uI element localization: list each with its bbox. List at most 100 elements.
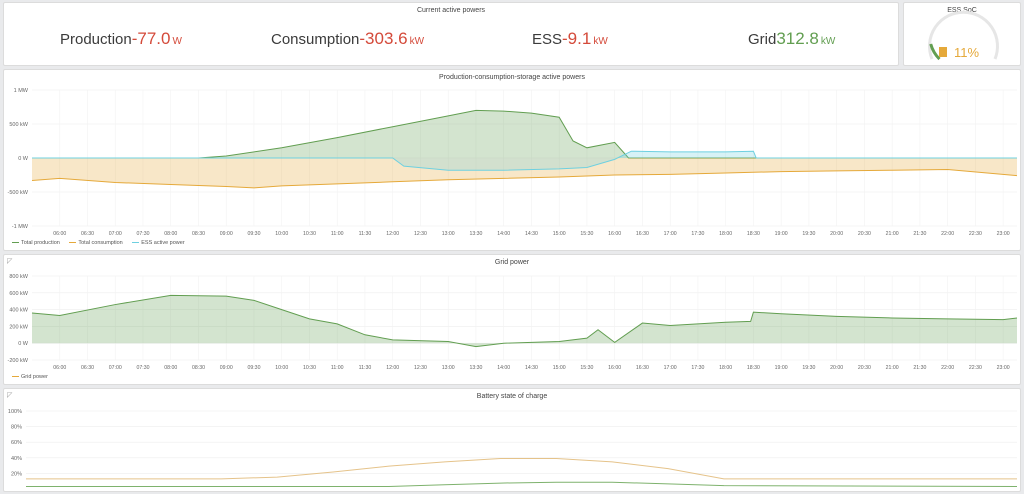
x-tick-label: 07:00 bbox=[109, 365, 122, 371]
grid-value: 312.8 bbox=[776, 29, 819, 48]
x-tick-label: 07:00 bbox=[109, 231, 122, 237]
x-tick-label: 14:30 bbox=[525, 365, 538, 371]
x-tick-label: 19:30 bbox=[802, 365, 815, 371]
gauge-fill bbox=[929, 43, 941, 61]
series-line-1 bbox=[31, 169, 1018, 189]
y-tick-label: 0 W bbox=[18, 156, 29, 162]
x-tick-label: 21:30 bbox=[913, 231, 926, 237]
x-tick-label: 06:00 bbox=[53, 365, 66, 371]
y-tick-label: 600 kW bbox=[9, 291, 28, 297]
panel-menu-icon[interactable]: ◸ bbox=[7, 392, 13, 399]
chart2-plot: 800 kW 600 kW 400 kW 200 kW 0 W -200 kW 06:00 0… bbox=[8, 274, 1018, 371]
x-tick-label: 13:00 bbox=[442, 365, 455, 371]
production-value: -77.0 bbox=[131, 29, 171, 48]
x-tick-label: 11:00 bbox=[331, 231, 344, 237]
x-tick-label: 06:30 bbox=[81, 231, 94, 237]
chart2-title: Grid power bbox=[494, 259, 530, 266]
y-tick-label: 60% bbox=[11, 440, 22, 446]
x-tick-label: 14:00 bbox=[497, 365, 510, 371]
x-tick-label: 22:30 bbox=[969, 365, 982, 371]
ess-soc-value: 11% bbox=[954, 45, 980, 60]
x-tick-label: 18:00 bbox=[719, 231, 732, 237]
legend-swatch bbox=[69, 241, 77, 244]
x-tick-label: 21:30 bbox=[913, 365, 926, 371]
chart1-legend: Total production Total consumption ESS a… bbox=[12, 240, 193, 246]
x-tick-label: 18:00 bbox=[719, 365, 732, 371]
x-tick-label: 12:30 bbox=[414, 231, 427, 237]
x-tick-label: 15:30 bbox=[580, 231, 593, 237]
series-line-0 bbox=[31, 294, 1018, 348]
chart3-plot: 100% 80% 60% 40% 20% bbox=[8, 409, 1018, 487]
consumption-label: Consumption bbox=[271, 31, 360, 48]
production-stat: Production-77.0 W bbox=[60, 29, 182, 49]
x-tick-label: 10:00 bbox=[275, 365, 288, 371]
legend-swatch bbox=[12, 375, 19, 378]
series-line-1 bbox=[26, 481, 1018, 487]
x-tick-label: 09:00 bbox=[220, 365, 233, 371]
x-tick-label: 15:00 bbox=[553, 231, 566, 237]
legend-item-ess[interactable]: ESS active power bbox=[132, 240, 185, 246]
x-tick-label: 13:30 bbox=[469, 231, 482, 237]
grid-power-panel: ◸ Grid power 800 kW 600 kW 400 kW 200 kW 0 W… bbox=[3, 254, 1021, 385]
gauge-indicator bbox=[939, 47, 947, 57]
series-line-0 bbox=[32, 109, 1017, 159]
ess-value: -9.1 bbox=[562, 29, 592, 48]
x-tick-label: 11:00 bbox=[331, 365, 344, 371]
series-area-0 bbox=[32, 295, 1017, 347]
x-tick-label: 16:00 bbox=[608, 365, 621, 371]
ess-soc-gauge bbox=[928, 10, 999, 61]
series-area-0 bbox=[32, 110, 1017, 158]
series-line-0 bbox=[26, 457, 1017, 480]
x-tick-label: 11:30 bbox=[359, 365, 372, 371]
x-tick-label: 21:00 bbox=[886, 365, 899, 371]
consumption-unit: kW bbox=[409, 36, 425, 47]
chart2-legend: Grid power bbox=[12, 374, 56, 380]
x-tick-label: 13:00 bbox=[442, 231, 455, 237]
x-tick-label: 21:00 bbox=[886, 231, 899, 237]
y-tick-label: 0 W bbox=[18, 341, 29, 347]
x-tick-label: 11:30 bbox=[359, 231, 372, 237]
current-powers-panel: Current active powers Production-77.0 W C… bbox=[3, 2, 899, 66]
x-tick-label: 14:30 bbox=[525, 231, 538, 237]
x-tick-label: 20:30 bbox=[858, 231, 871, 237]
y-tick-label: 1 MW bbox=[14, 88, 29, 94]
grid-stat: Grid312.8 kW bbox=[748, 29, 835, 49]
x-tick-label: 07:30 bbox=[136, 365, 149, 371]
legend-item-consumption[interactable]: Total consumption bbox=[69, 240, 123, 246]
production-label: Production bbox=[60, 31, 132, 48]
x-tick-label: 12:00 bbox=[386, 231, 399, 237]
y-tick-label: 100% bbox=[8, 409, 22, 415]
current-powers-title: Current active powers bbox=[416, 7, 486, 14]
grid-unit: kW bbox=[820, 36, 836, 47]
x-tick-label: 09:00 bbox=[220, 231, 233, 237]
x-tick-label: 09:30 bbox=[247, 231, 260, 237]
x-tick-label: 12:30 bbox=[414, 365, 427, 371]
x-tick-label: 16:00 bbox=[608, 231, 621, 237]
x-tick-label: 15:30 bbox=[580, 365, 593, 371]
y-tick-label: -1 MW bbox=[12, 224, 29, 230]
x-tick-label: 10:30 bbox=[303, 365, 316, 371]
legend-item-grid[interactable]: Grid power bbox=[12, 374, 48, 380]
x-tick-label: 20:00 bbox=[830, 365, 843, 371]
x-tick-label: 17:30 bbox=[691, 231, 704, 237]
x-tick-label: 22:00 bbox=[941, 365, 954, 371]
ess-stat: ESS-9.1 kW bbox=[532, 29, 608, 49]
y-tick-label: 80% bbox=[11, 425, 22, 431]
ess-unit: kW bbox=[593, 36, 608, 47]
x-tick-label: 07:30 bbox=[136, 231, 149, 237]
production-consumption-panel: Production-consumption-storage active po… bbox=[3, 69, 1021, 251]
x-tick-label: 06:00 bbox=[53, 231, 66, 237]
x-tick-label: 12:00 bbox=[386, 365, 399, 371]
chart3-title: Battery state of charge bbox=[476, 393, 548, 400]
legend-item-production[interactable]: Total production bbox=[12, 240, 60, 246]
ess-soc-title: ESS SoC bbox=[947, 7, 977, 14]
x-tick-label: 10:30 bbox=[303, 231, 316, 237]
x-tick-label: 17:00 bbox=[664, 231, 677, 237]
panel-menu-icon[interactable]: ◸ bbox=[7, 258, 13, 265]
x-tick-label: 15:00 bbox=[553, 365, 566, 371]
y-tick-label: 500 kW bbox=[9, 122, 28, 128]
grid-label: Grid bbox=[748, 31, 777, 48]
series-line-2 bbox=[32, 150, 1017, 171]
ess-label: ESS bbox=[532, 31, 563, 48]
legend-swatch bbox=[12, 241, 19, 244]
